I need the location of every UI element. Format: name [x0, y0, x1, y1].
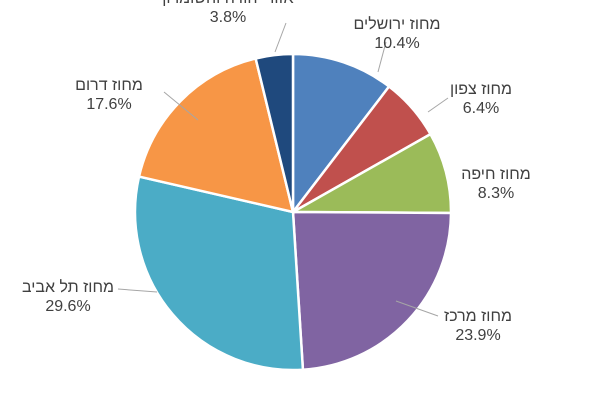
slice-value-label-6: 17.6% — [86, 96, 131, 113]
leader-line-5 — [117, 288, 158, 293]
pie-slice-6 — [137, 56, 295, 214]
slice-value-label-7: 3.8% — [210, 9, 246, 26]
pie-slice-1 — [291, 52, 391, 216]
slice-value-label-3: 8.3% — [478, 185, 514, 202]
slice-label-1: מחוז ירושלים — [354, 15, 441, 33]
pie-slice-5 — [133, 175, 305, 372]
pie-slice-7 — [254, 52, 295, 213]
slice-label-2: מחוז צפון — [450, 81, 512, 98]
slice-label-3: מחוז חיפה — [461, 166, 531, 183]
slice-value-label-2: 6.4% — [463, 100, 499, 117]
leader-line-6 — [163, 91, 199, 121]
slice-label-5: מחוז תל אביב — [22, 278, 114, 296]
slice-label-7: אזור יהודה והשומרון — [162, 0, 293, 7]
leader-line-4 — [395, 300, 439, 317]
slice-value-label-1: 10.4% — [374, 35, 419, 52]
slice-value-label-4: 23.9% — [455, 327, 500, 344]
leader-line-7 — [274, 22, 287, 53]
slice-label-6: מחוז דרום — [75, 77, 143, 94]
pie-slice-4 — [291, 210, 453, 372]
slice-value-label-5: 29.6% — [45, 298, 90, 315]
slice-label-4: מחוז מרכז — [444, 308, 512, 325]
leader-line-2 — [427, 97, 449, 113]
leader-line-1 — [377, 41, 387, 73]
